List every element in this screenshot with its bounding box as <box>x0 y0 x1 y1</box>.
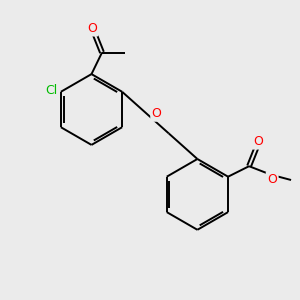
Text: Cl: Cl <box>45 84 57 97</box>
Text: O: O <box>87 22 97 35</box>
Text: O: O <box>152 107 162 120</box>
Text: O: O <box>267 172 277 186</box>
Text: O: O <box>253 135 263 148</box>
